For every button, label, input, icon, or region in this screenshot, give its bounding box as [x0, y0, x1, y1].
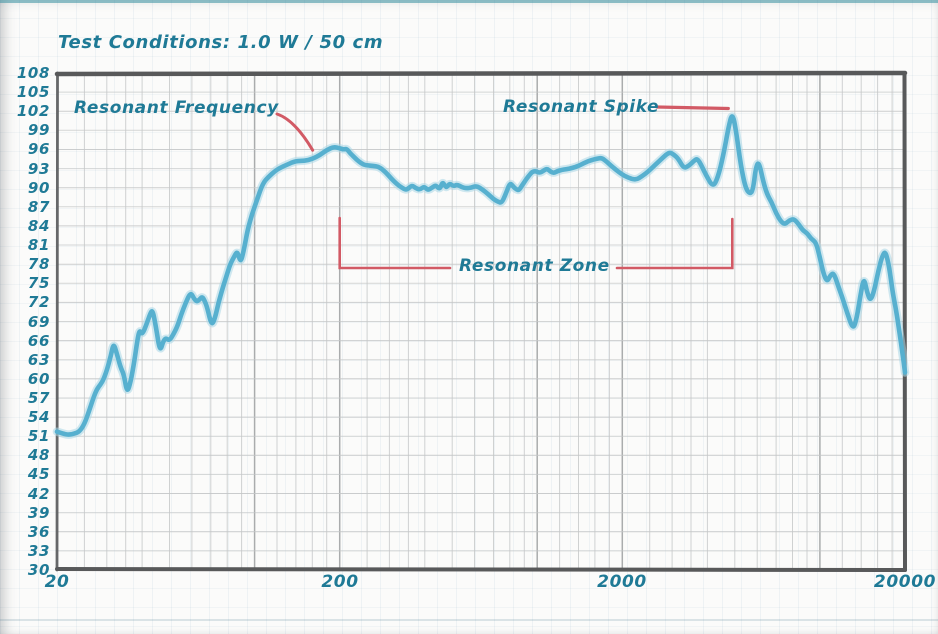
y-tick-label: 102 [16, 102, 50, 120]
y-tick-label: 30 [27, 561, 50, 579]
y-tick-label: 87 [27, 198, 50, 216]
y-tick-label: 72 [27, 293, 50, 311]
y-tick-label: 81 [27, 236, 50, 254]
y-tick-label: 60 [27, 370, 50, 388]
y-tick-label: 93 [27, 160, 50, 178]
annotation-resonant-zone: Resonant Zone [459, 256, 610, 276]
y-tick-label: 96 [27, 140, 50, 158]
x-tick-label: 20000 [873, 572, 937, 592]
annotation-resonant-spike: Resonant Spike [503, 97, 660, 117]
y-tick-label: 39 [27, 504, 50, 522]
y-tick-label: 78 [27, 255, 50, 273]
annotation-resonant-frequency: Resonant Frequency [74, 98, 279, 118]
y-tick-label: 90 [27, 179, 50, 197]
y-tick-label: 108 [16, 64, 50, 82]
y-tick-label: 51 [27, 427, 50, 445]
y-tick-label: 75 [27, 274, 50, 292]
chart-title: Test Conditions: 1.0 W / 50 cm [58, 32, 384, 53]
y-tick-label: 105 [16, 83, 50, 101]
y-tick-label: 48 [27, 446, 50, 464]
y-tick-label: 99 [27, 121, 50, 139]
y-tick-label: 45 [27, 465, 50, 483]
x-tick-label: 200 [321, 572, 359, 592]
page-top-rule [0, 0, 938, 3]
x-tick-label: 2000 [597, 572, 647, 592]
y-tick-label: 57 [27, 389, 50, 407]
x-tick-label: 20 [44, 572, 70, 592]
y-tick-label: 33 [27, 542, 50, 560]
y-tick-label: 66 [27, 332, 50, 350]
y-tick-label: 54 [27, 408, 50, 426]
page-bottom-rule [0, 619, 938, 621]
y-tick-label: 42 [27, 485, 50, 503]
y-tick-label: 36 [27, 523, 50, 541]
y-tick-label: 69 [27, 313, 50, 331]
y-tick-label: 84 [27, 217, 50, 235]
y-tick-label: 63 [27, 351, 50, 369]
